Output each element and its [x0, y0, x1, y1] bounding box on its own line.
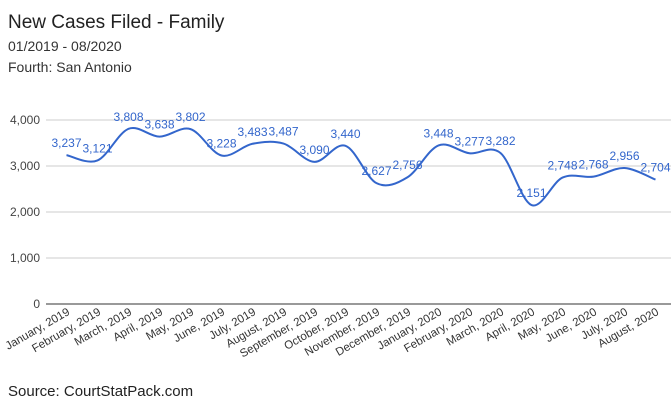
data-line	[66, 127, 656, 207]
data-label: 3,487	[268, 125, 298, 139]
data-label: 3,483	[237, 125, 267, 139]
data-label: 2,768	[578, 158, 608, 172]
chart-subtitle: 01/2019 - 08/2020	[8, 38, 122, 54]
chart-subtitle: Fourth: San Antonio	[8, 59, 132, 75]
data-label: 3,237	[51, 136, 81, 150]
data-label: 3,440	[330, 127, 360, 141]
data-label: 2,956	[609, 149, 639, 163]
y-tick-label: 0	[33, 297, 40, 311]
y-tick-label: 2,000	[10, 205, 40, 219]
data-label: 3,090	[299, 143, 329, 157]
data-label: 3,121	[82, 141, 112, 155]
y-tick-label: 3,000	[10, 159, 40, 173]
source-note: Source: CourtStatPack.com	[8, 383, 193, 400]
data-label: 2,748	[547, 159, 577, 173]
data-label: 3,282	[485, 134, 515, 148]
data-label: 2,756	[392, 158, 422, 172]
data-label: 2,627	[361, 164, 391, 178]
data-label: 3,277	[454, 134, 484, 148]
y-tick-label: 1,000	[10, 251, 40, 265]
data-label: 2,704	[640, 161, 670, 175]
data-label: 3,228	[206, 137, 236, 151]
data-label: 3,808	[113, 110, 143, 124]
data-label: 3,638	[144, 118, 174, 132]
y-tick-label: 4,000	[10, 113, 40, 127]
data-label: 2,151	[516, 186, 546, 200]
chart-title: New Cases Filed - Family	[8, 12, 225, 33]
data-label: 3,448	[423, 126, 453, 140]
data-label: 3,802	[175, 110, 205, 124]
